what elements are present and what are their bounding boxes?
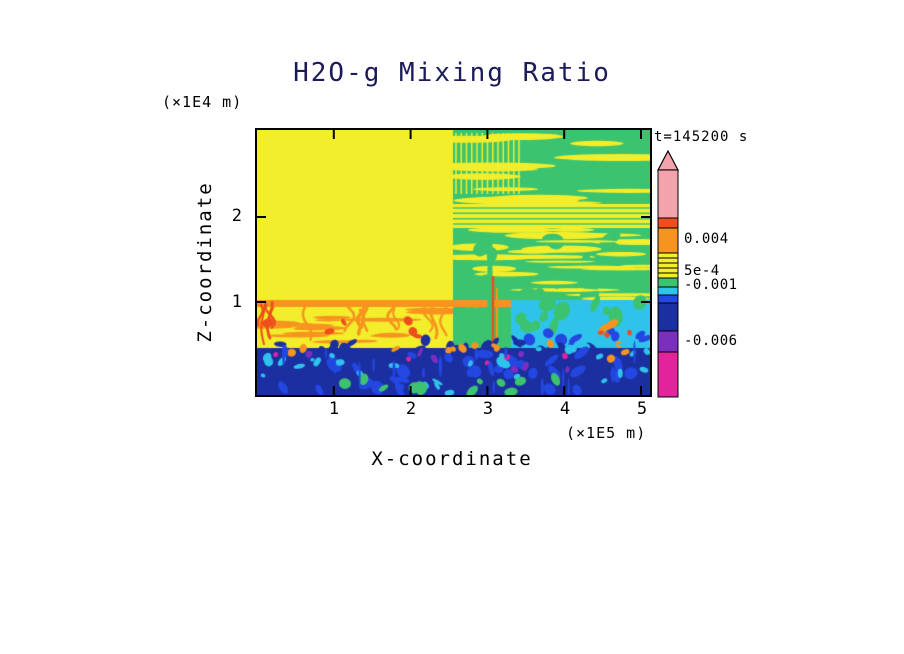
colorbar-segment xyxy=(657,262,679,269)
z-axis-label: Z-coordinate xyxy=(194,181,216,343)
colorbar-segment xyxy=(657,257,679,264)
x-axis-unit-label: (×1E5 m) xyxy=(566,424,647,442)
colorbar-label: 5e-4 xyxy=(684,263,720,279)
colorbar-segment xyxy=(657,286,679,296)
z-axis-unit-label: (×1E4 m) xyxy=(162,93,243,111)
x-tick-label-2: 2 xyxy=(405,399,417,419)
x-tick-label-1: 1 xyxy=(328,399,340,419)
colorbar-arrow xyxy=(657,150,679,171)
timestamp-label: t=145200 s xyxy=(654,129,749,145)
colorbar-segment xyxy=(657,267,679,274)
colorbar xyxy=(657,150,679,398)
colorbar-segment xyxy=(657,294,679,304)
colorbar-label: -0.006 xyxy=(684,333,738,349)
colorbar-segment xyxy=(657,227,679,254)
colorbar-segment xyxy=(657,351,679,398)
colorbar-segment xyxy=(657,217,679,229)
colorbar-label: -0.001 xyxy=(684,277,738,293)
colorbar-segment xyxy=(657,272,679,279)
x-axis-label: X-coordinate xyxy=(371,448,533,470)
contour-field xyxy=(257,130,650,395)
x-tick-label-4: 4 xyxy=(559,399,571,419)
axis-ticks-layer xyxy=(257,130,650,395)
colorbar-label: 0.004 xyxy=(684,231,729,247)
colorbar-segment xyxy=(657,330,679,353)
colorbar-segment xyxy=(657,169,679,219)
colorbar-segment xyxy=(657,302,679,332)
x-tick-label-3: 3 xyxy=(482,399,494,419)
chart-title: H2O-g Mixing Ratio xyxy=(293,58,611,88)
plot-area xyxy=(255,128,652,397)
colorbar-segment xyxy=(657,252,679,259)
colorbar-segment xyxy=(657,277,679,288)
z-tick-label-2: 2 xyxy=(231,206,242,226)
z-tick-label-1: 1 xyxy=(231,292,242,312)
x-tick-label-5: 5 xyxy=(636,399,648,419)
